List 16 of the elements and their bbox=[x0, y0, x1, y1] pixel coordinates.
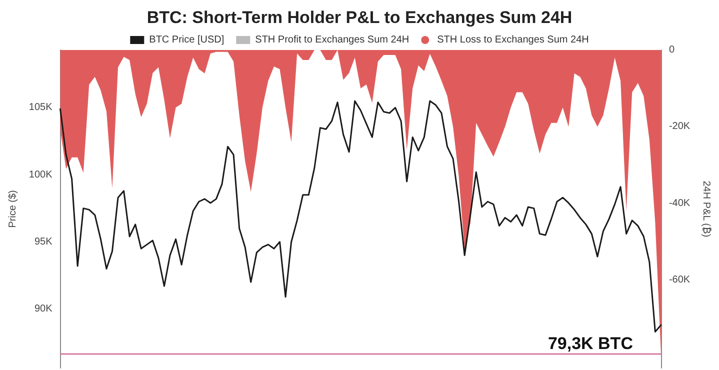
y2-tick-label: 0 bbox=[668, 44, 675, 56]
legend-label: STH Loss to Exchanges Sum 24H bbox=[437, 34, 589, 46]
y-tick-label: 95K bbox=[34, 236, 53, 248]
y-axis-title: Price ($) bbox=[8, 190, 18, 228]
legend-label: STH Profit to Exchanges Sum 24H bbox=[255, 34, 410, 46]
ref-line-label: 79,3K BTC bbox=[548, 334, 633, 354]
y2-axis-title: 24H P&L (₿) bbox=[700, 180, 712, 238]
y2-tick-label: -40K bbox=[668, 198, 690, 209]
y-tick-label: 90K bbox=[34, 303, 53, 314]
y-tick-label: 100K bbox=[28, 169, 53, 180]
y2-tick-label: -60K bbox=[668, 274, 690, 286]
y2-tick-label: -20K bbox=[668, 121, 690, 132]
chart-title: BTC: Short-Term Holder P&L to Exchanges Sum 24H bbox=[146, 8, 572, 27]
legend-label: BTC Price [USD] bbox=[149, 34, 224, 46]
line-series bbox=[60, 100, 662, 333]
y-tick-label: 105K bbox=[28, 102, 53, 114]
